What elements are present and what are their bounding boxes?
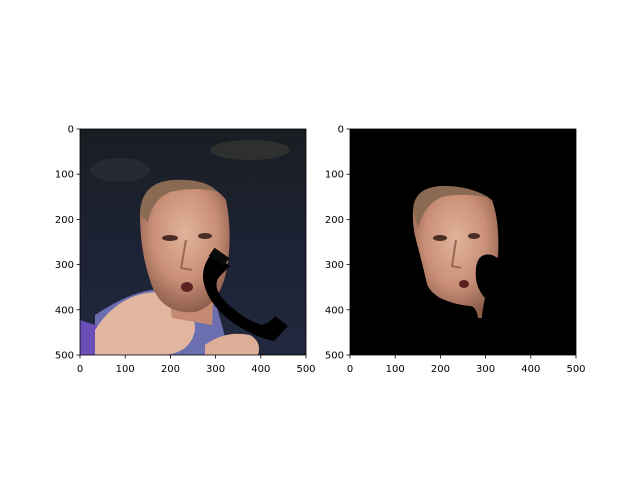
left-x-tick-label: 400 [251,364,270,375]
right-y-tick-label: 200 [325,215,344,226]
right-x-tick-label: 400 [521,364,540,375]
right-x-tick-label: 500 [566,364,585,375]
left-x-tick-label: 300 [206,364,225,375]
right-face-mask [412,186,499,318]
left-crowd-blur-2 [90,158,150,182]
right-x-tick-label: 300 [476,364,495,375]
left-y-tick-label: 0 [68,125,74,136]
right-x-tick-label: 100 [386,364,405,375]
left-y-tick-label: 400 [55,305,74,316]
left-phone-earpiece [208,247,230,267]
right-y-tick-label: 300 [325,260,344,271]
left-y-tick-label: 300 [55,260,74,271]
left-crowd-blur [210,140,290,160]
right-image-panel [350,129,576,355]
right-nose [450,239,462,269]
right-y-tick-label: 400 [325,305,344,316]
left-y-tick-label: 100 [55,170,74,181]
left-eye-left [162,235,178,241]
right-axes-frame [349,128,577,356]
left-hair [140,179,218,222]
right-y-tick-label: 0 [338,125,344,136]
left-x-tick-label: 200 [161,364,180,375]
left-x-tick-label: 0 [77,364,83,375]
left-phone-occlusion [203,253,288,341]
right-x-tick-label: 200 [431,364,450,375]
left-nose [179,239,193,271]
left-image-panel [80,129,306,355]
right-eye-left [433,235,447,241]
left-x-tick-label: 100 [116,364,135,375]
left-mouth [181,282,193,292]
right-y-tick-label: 100 [325,170,344,181]
left-y-tick-label: 200 [55,215,74,226]
left-eye-right [198,233,212,239]
right-hair [413,185,490,228]
right-y-tick-label: 500 [325,351,344,362]
right-x-tick-label: 0 [347,364,353,375]
right-mouth [459,280,469,288]
left-x-tick-label: 500 [296,364,315,375]
right-eye-right [468,233,480,239]
left-axes-frame [79,128,307,356]
left-hand [205,333,259,355]
left-y-tick-label: 500 [55,351,74,362]
